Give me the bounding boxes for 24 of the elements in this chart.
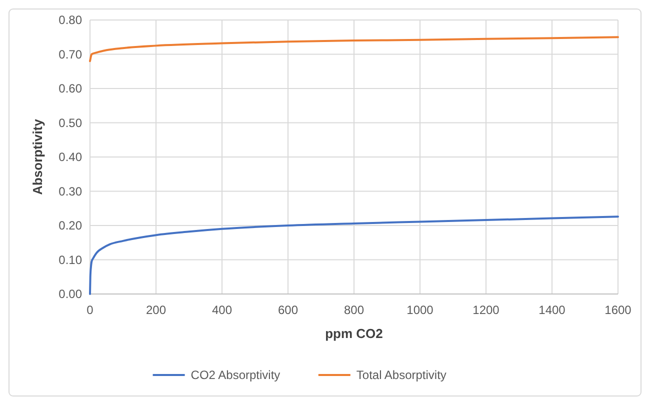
- x-tick-label: 800: [344, 303, 364, 317]
- x-axis-title: ppm CO2: [325, 326, 383, 341]
- x-tick-label: 200: [146, 303, 166, 317]
- y-tick-label: 0.70: [58, 47, 82, 62]
- legend-label: CO2 Absorptivity: [190, 368, 280, 382]
- y-tick-label: 0.80: [58, 13, 82, 28]
- y-tick-label: 0.30: [58, 184, 82, 198]
- y-tick-label: 0.10: [58, 252, 82, 267]
- x-tick-label: 0: [86, 303, 94, 317]
- legend-label: Total Absorptivity: [356, 368, 446, 382]
- y-axis-title: Absorptivity: [30, 118, 45, 195]
- y-tick-label: 0.40: [58, 150, 82, 164]
- x-tick-label: 1400: [538, 303, 566, 317]
- line-series: [89, 216, 619, 295]
- y-tick-label: 0.60: [58, 82, 82, 96]
- x-tick-label: 1200: [472, 303, 500, 317]
- x-tick-label: 1600: [604, 303, 632, 317]
- y-tick-label: 0.50: [58, 116, 82, 130]
- x-tick-label: 600: [278, 303, 298, 317]
- y-tick-label: 0.00: [58, 287, 82, 302]
- y-tick-label: 0.20: [58, 218, 82, 233]
- x-tick-label: 400: [212, 303, 232, 317]
- x-tick-label: 1000: [406, 303, 434, 317]
- line-series: [89, 36, 619, 62]
